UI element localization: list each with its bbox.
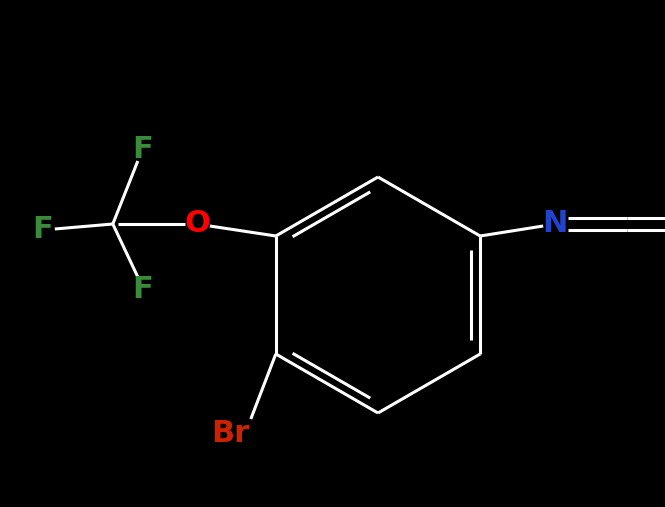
Text: N: N [543,209,568,238]
Text: F: F [33,214,53,243]
Text: F: F [132,134,153,163]
Text: O: O [185,209,211,238]
Text: F: F [132,274,153,304]
Text: Br: Br [211,419,250,449]
